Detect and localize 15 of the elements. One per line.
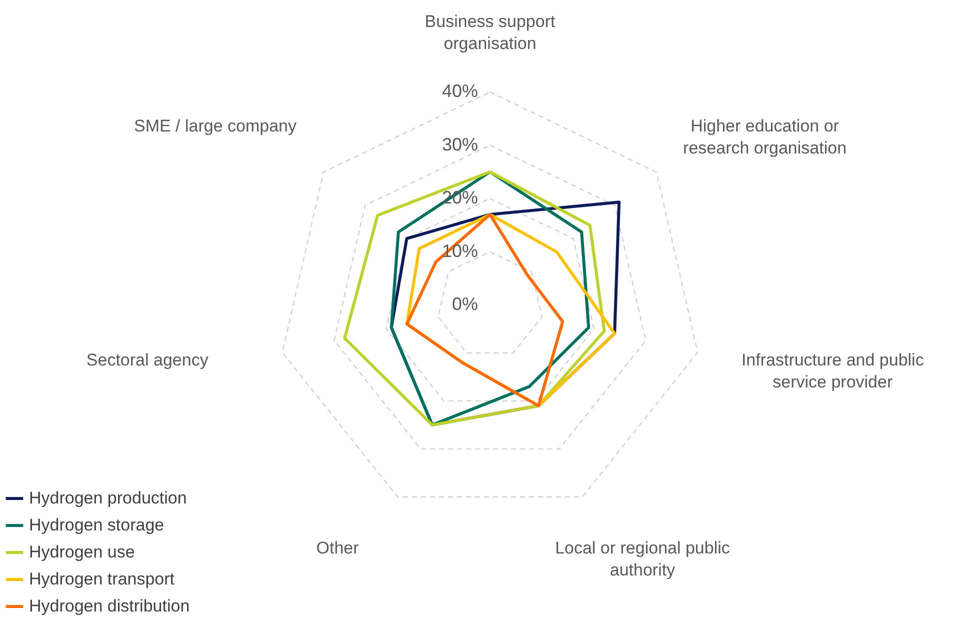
spoke-label: Local or regional public authority: [555, 538, 730, 580]
legend-label: Hydrogen use: [29, 542, 135, 562]
spoke-label: SME / large company: [134, 116, 297, 136]
legend-label: Hydrogen storage: [29, 516, 164, 534]
spoke-label: Business support organisation: [424, 12, 556, 54]
y-tick-label: 40%: [442, 81, 478, 101]
spoke-label: Sectoral agency: [86, 350, 209, 370]
spoke-label: Infrastructure and public service provider: [741, 350, 924, 392]
spoke-label: Other: [316, 538, 360, 558]
legend-label: Hydrogen transport: [29, 570, 175, 588]
spoke-label: Higher education or research organisation: [683, 116, 847, 158]
y-tick-label: 30%: [442, 134, 478, 154]
legend-label: Hydrogen distribution: [29, 596, 190, 616]
y-tick-label: 0%: [452, 294, 478, 314]
legend-label: Hydrogen production: [29, 488, 187, 508]
